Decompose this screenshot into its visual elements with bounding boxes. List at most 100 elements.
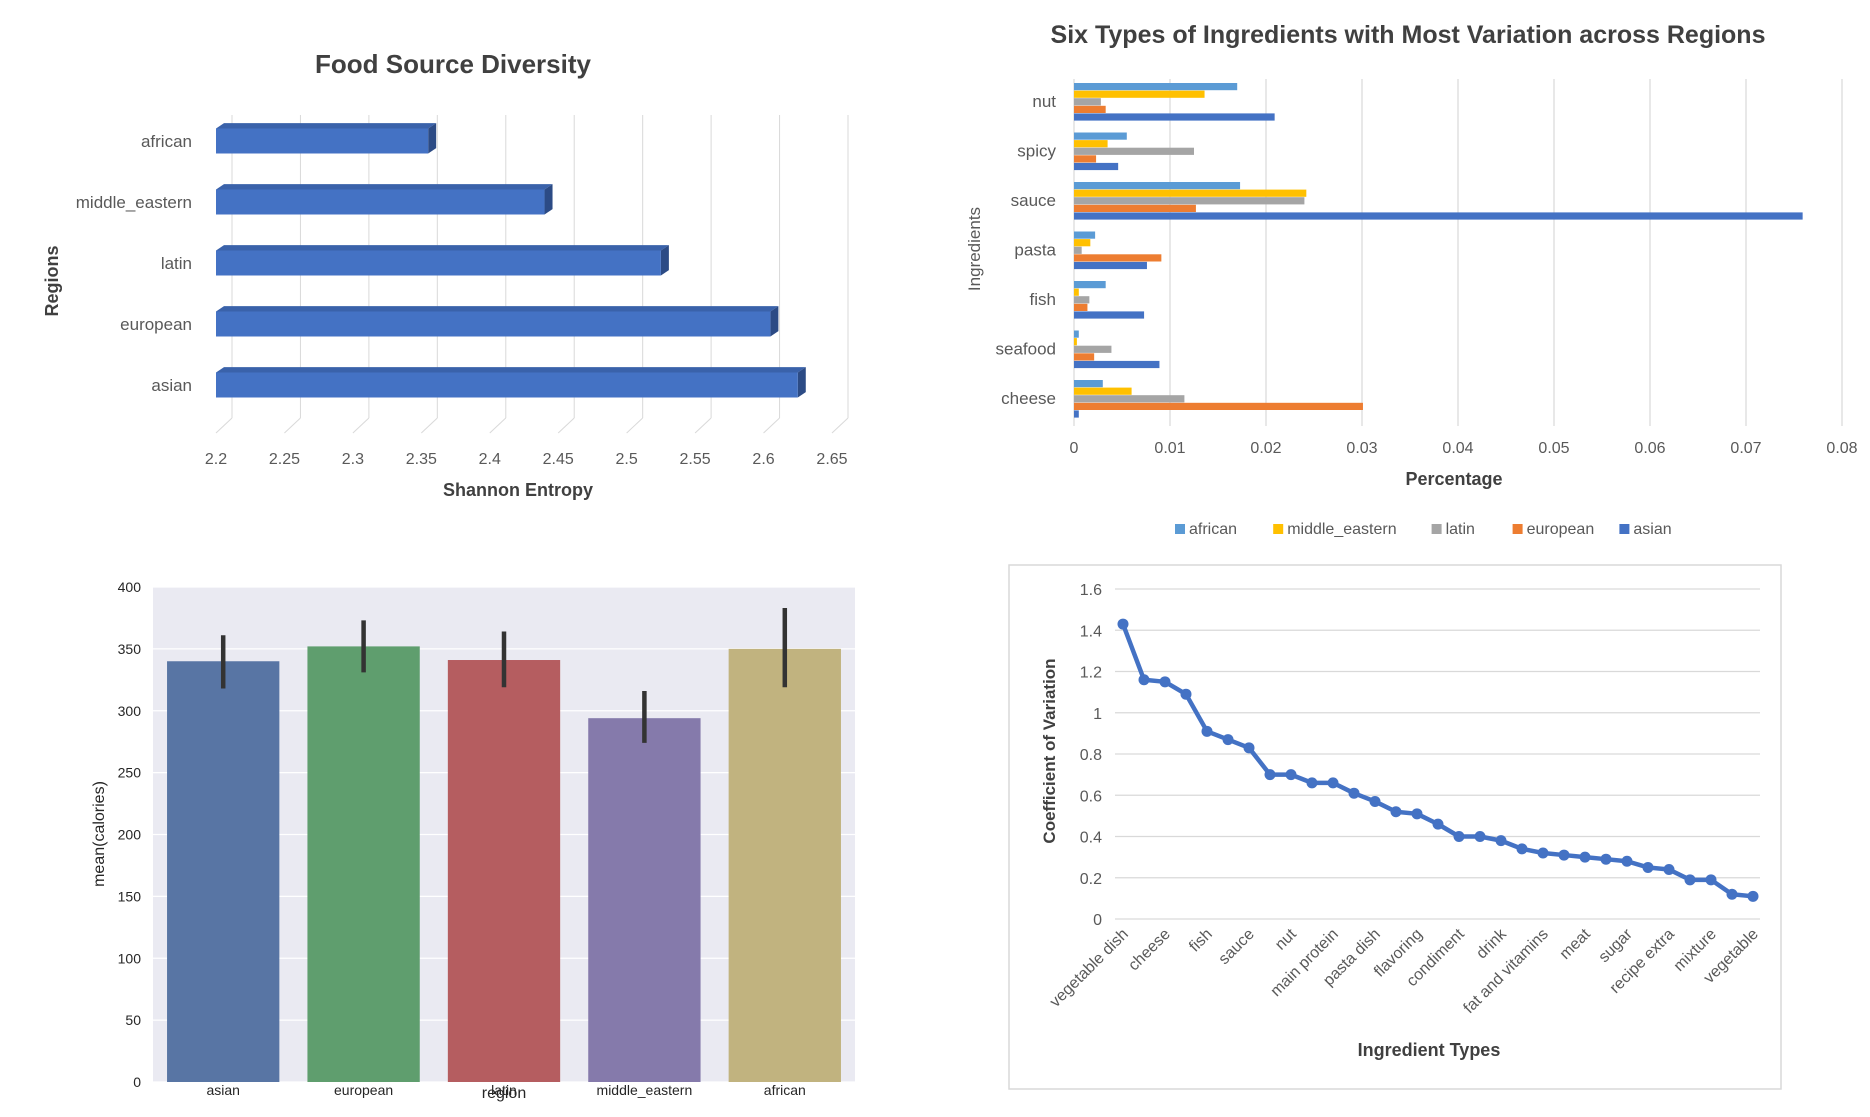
chart2-xtick-label: 0.06 [1634,440,1665,457]
chart1-ylabel: Regions [42,245,62,316]
chart2-xtick-label: 0.07 [1730,440,1761,457]
chart4-ytick-label: 1 [1093,706,1102,723]
chart3-ytick-label: 250 [118,765,142,781]
chart3-xlabel: region [482,1085,526,1102]
chart2-legend-label: asian [1633,521,1671,538]
chart1-xtick-label: 2.3 [342,451,364,468]
chart4-point [1663,864,1675,875]
chart1-gridline-floor [557,417,575,434]
chart2-ylabel: Ingredients [965,207,984,291]
chart2-xlabel: Percentage [1405,469,1502,489]
chart4-ytick-label: 1.4 [1080,623,1102,640]
chart4-ylabel: Coefficient of Variation [1040,658,1059,843]
chart4-point [1432,818,1444,830]
chart4-point [1285,769,1297,781]
chart2-legend-label: latin [1446,521,1475,538]
chart1-xlabel: Shannon Entropy [443,480,593,500]
chart2-bar [1074,83,1238,91]
chart1-category-label: european [120,315,192,334]
chart2-legend-label: middle_eastern [1287,521,1396,538]
chart2-category-label: sauce [1011,191,1056,210]
chart2-bar [1074,155,1097,163]
chart2-bar [1074,90,1205,98]
chart4-point [1537,847,1549,859]
chart4-point [1642,861,1654,873]
chart4-point [1516,843,1528,855]
chart4-point [1369,795,1381,807]
chart3-ylabel: mean(calories) [91,781,108,887]
chart4-point [1327,777,1339,789]
chart2-legend-label: european [1527,521,1595,538]
coefficient-variation-panel: 0 0.2 0.4 0.6 0.8 1 1.2 1.4 1.6 vegetable dish ch… [1005,563,1785,1093]
chart2-category-label: spicy [1017,142,1056,161]
chart1-xtick-label: 2.25 [269,451,300,468]
chart1-bar [216,128,429,154]
chart3-xtick-label: african [764,1082,806,1098]
chart4-point [1747,890,1759,902]
chart2-bar [1074,246,1082,254]
chart4-ytick-label: 0 [1093,912,1102,929]
chart2-category-label: fish [1030,290,1056,309]
chart2-bar [1074,204,1196,212]
chart2-bar [1074,254,1162,262]
chart2-bar [1074,402,1363,410]
chart1-gridline-floor [763,417,780,434]
chart3-bar [167,661,280,1082]
chart2-xtick-label: 0.02 [1250,440,1281,457]
chart1-xtick-label: 2.5 [616,451,638,468]
chart4-point [1411,808,1423,820]
chart1-xtick-label: 2.4 [479,451,501,468]
chart2-bar [1074,281,1106,289]
mean-calories-panel: 0 50 100 150 200 250 300 350 400 asian european lat… [0,560,900,1112]
chart4-point [1600,853,1612,865]
chart1-bar-side [797,367,806,398]
coefficient-variation-chart: 00.20.40.60.811.21.41.6 vegetable dishch… [1008,564,1782,1090]
chart1-xtick-label: 2.65 [816,451,847,468]
chart2-bar [1074,288,1079,296]
chart4-point [1453,831,1465,842]
chart4-point [1390,806,1402,818]
chart1-xtick-label: 2.55 [680,451,711,468]
food-source-diversity-chart: Food Source Diversity Regions Shannon En… [42,49,849,500]
chart2-bar [1074,239,1091,247]
chart3-xtick-label: asian [206,1082,239,1098]
chart3-ytick-label: 300 [118,703,142,719]
chart4-ytick-label: 0.2 [1080,871,1102,888]
chart2-category-label: cheese [1001,389,1056,408]
chart4-point [1201,725,1213,737]
chart1-gridline-floor [489,417,507,434]
chart1-gridline-floor [420,417,438,434]
chart4-point [1726,888,1738,900]
chart2-legend-swatch [1273,524,1284,534]
chart4-ytick-label: 1.2 [1080,665,1102,682]
chart1-bar-side [770,306,779,337]
chart4-point [1180,688,1192,700]
chart1-bar-top [216,245,669,251]
chart1-bar [216,250,661,276]
chart1-xtick-label: 2.2 [205,451,227,468]
chart2-xtick-label: 0.04 [1442,440,1473,457]
chart3-ytick-label: 200 [118,827,142,843]
chart4-point [1138,674,1150,686]
chart2-legend-swatch [1512,524,1523,534]
chart2-xtick-label: 0.05 [1538,440,1569,457]
chart1-bar-top [216,184,553,190]
chart1-gridline-floor [694,417,712,434]
chart4-point [1306,777,1318,789]
chart2-bar [1074,303,1088,311]
chart2-bar [1074,182,1241,190]
chart2-bar [1074,330,1079,338]
chart4-point [1117,618,1129,630]
chart1-bar [216,311,771,337]
chart2-bar [1074,162,1119,171]
chart1-title: Food Source Diversity [315,49,591,79]
mean-calories-chart: 0 50 100 150 200 250 300 350 400 asian european lat… [91,579,855,1102]
chart4-point [1264,769,1276,781]
chart2-bar [1074,395,1185,403]
chart4-point [1621,855,1633,867]
chart2-title: Six Types of Ingredients with Most Varia… [1051,21,1766,49]
chart1-xtick-label: 2.6 [752,451,774,468]
chart4-ytick-label: 0.8 [1080,747,1102,764]
chart4-point [1495,835,1507,847]
chart1-bar [216,189,545,215]
